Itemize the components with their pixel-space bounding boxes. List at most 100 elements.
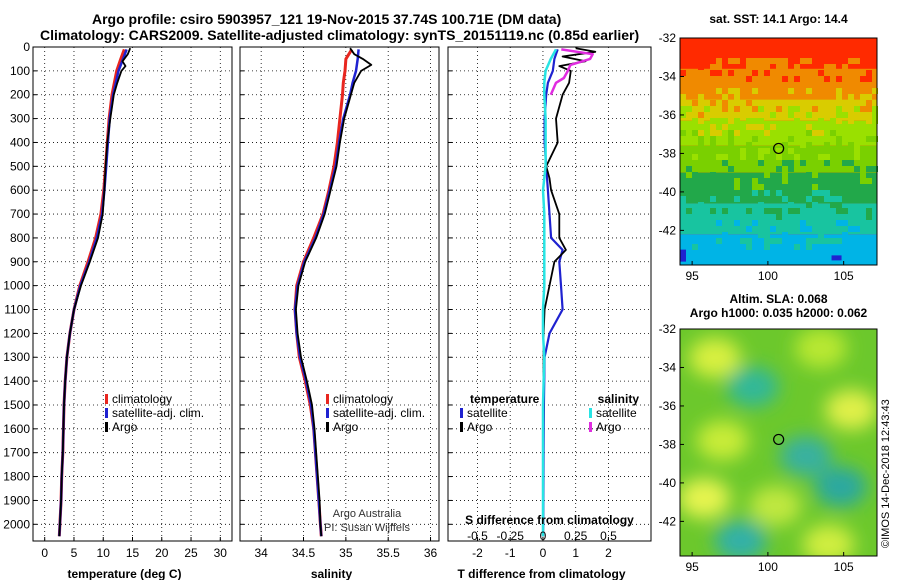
- map-frame: [679, 37, 878, 266]
- sst-pixel: [794, 100, 800, 106]
- y-tick-label: -36: [659, 108, 677, 122]
- sla-blob: [680, 478, 731, 519]
- sst-pixel: [722, 118, 728, 124]
- sst-pixel: [734, 94, 740, 100]
- sst-pixel: [710, 136, 716, 142]
- sst-band: [680, 120, 877, 146]
- sst-pixel: [734, 88, 740, 94]
- y-tick-label: 600: [10, 183, 30, 197]
- sst-pixel: [806, 142, 812, 148]
- sst-pixel: [764, 244, 770, 250]
- x-axis-label: T difference from climatology: [457, 567, 625, 580]
- legend-swatch: [326, 394, 329, 404]
- sst-pixel: [692, 154, 698, 160]
- sst-pixel: [680, 130, 686, 136]
- sst-pixel: [776, 106, 782, 112]
- legend-heading: salinity: [598, 392, 640, 406]
- sla-blob: [814, 466, 867, 507]
- sst-pixel: [692, 100, 698, 106]
- y-tick-label: 300: [10, 112, 30, 126]
- y-tick-label: 700: [10, 207, 30, 221]
- y-tick-label: -34: [659, 360, 677, 374]
- sst-pixel: [770, 226, 776, 232]
- sst-pixel: [782, 142, 788, 148]
- sst-pixel: [806, 58, 812, 64]
- legend-swatch: [460, 422, 463, 432]
- legend-label: satellite: [596, 406, 637, 420]
- sst-pixel: [806, 172, 812, 178]
- sst-pixel: [866, 76, 872, 82]
- series-satellite: [293, 49, 360, 537]
- sst-pixel: [866, 214, 872, 220]
- x-tick-label: 35: [339, 546, 353, 560]
- sla-blob: [714, 520, 767, 556]
- y-tick-label: 500: [10, 159, 30, 173]
- sla-blob: [688, 337, 741, 378]
- sst-pixel: [710, 118, 716, 124]
- x-tick-label: 105: [834, 269, 854, 283]
- sst-pixel: [866, 136, 872, 142]
- sst-pixel: [806, 226, 812, 232]
- sst-pixel: [710, 64, 716, 70]
- sst-pixel: [698, 202, 704, 208]
- sst-pixel: [776, 190, 782, 196]
- sst-pixel: [830, 238, 836, 244]
- sst-pixel: [752, 88, 758, 94]
- x-tick-label: 105: [834, 560, 854, 574]
- panel-salinity: 34 34.5 35 35.5 36 salinity climatologysatelli…: [239, 46, 440, 580]
- sst-pixel: [746, 64, 752, 70]
- sst-pixel: [848, 160, 854, 166]
- sla-blob: [825, 389, 877, 430]
- sst-pixel: [686, 208, 692, 214]
- panel-sst_map: 95 100 105 -32 -34 -36 -38 -40 -42 sat. SST: 14.1…: [659, 12, 878, 283]
- sst-pixel: [794, 76, 800, 82]
- x-tick-label: 35.5: [377, 546, 401, 560]
- sst-pixel: [746, 244, 752, 250]
- sst-pixel: [746, 238, 752, 244]
- sst-pixel: [710, 172, 716, 178]
- series-satellite: [58, 48, 128, 537]
- sst-pixel: [830, 64, 836, 70]
- y-tick-label: 200: [10, 88, 30, 102]
- sst-pixel: [860, 172, 866, 178]
- sst-pixel: [752, 136, 758, 142]
- sst-pixel: [836, 196, 842, 202]
- sst-pixel: [788, 112, 794, 118]
- sst-pixel: [764, 208, 770, 214]
- sst-pixel: [758, 106, 764, 112]
- sst-pixel: [782, 58, 788, 64]
- y-tick-label: 400: [10, 135, 30, 149]
- sst-pixel: [854, 58, 860, 64]
- y-tick-label: -36: [659, 399, 677, 413]
- sla-blob: [696, 420, 749, 461]
- y-tick-label: -38: [659, 437, 677, 451]
- sst-pixel: [830, 202, 836, 208]
- chart-title-line1: Argo profile: csiro 5903957_121 19-Nov-2…: [92, 11, 562, 27]
- legend-label: climatology: [333, 392, 393, 406]
- y-tick-label: -40: [659, 476, 677, 490]
- sst-pixel: [692, 118, 698, 124]
- sst-pixel: [824, 238, 830, 244]
- sst-pixel: [758, 202, 764, 208]
- sla-blob: [726, 366, 779, 407]
- sst-pixel: [866, 166, 872, 172]
- sst-pixel: [746, 100, 752, 106]
- legend-label: Argo: [333, 420, 359, 434]
- x-tick-label: 95: [685, 269, 699, 283]
- sst-pixel: [860, 178, 866, 184]
- sst-pixel: [806, 202, 812, 208]
- x-tick-label: 0: [41, 546, 48, 560]
- sst-pixel: [758, 118, 764, 124]
- sst-pixel: [806, 130, 812, 136]
- sst-pixel: [830, 130, 836, 136]
- sst-pixel: [830, 196, 836, 202]
- s-tick-label: -0.25: [497, 529, 525, 543]
- legend-heading: temperature: [470, 392, 540, 406]
- legend-swatch: [105, 422, 108, 432]
- sst-pixel: [854, 142, 860, 148]
- sst-pixel: [776, 238, 782, 244]
- x-tick-label: 100: [758, 269, 778, 283]
- sst-pixel: [722, 232, 728, 238]
- sst-pixel: [722, 124, 728, 130]
- panel-difference: -2 -1 0 1 2 T difference from climatology -0.5…: [447, 46, 652, 580]
